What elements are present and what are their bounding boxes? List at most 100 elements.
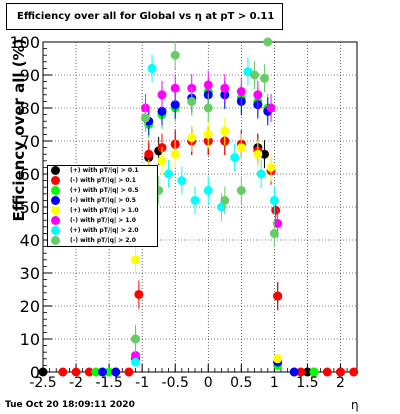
- data-point: [144, 149, 154, 159]
- data-point: [335, 367, 345, 377]
- legend-marker: [51, 166, 60, 175]
- y-axis-label: Efficiency over all (%): [10, 38, 28, 222]
- x-tick-label: 1.5: [296, 375, 318, 391]
- y-tick-label: 50: [20, 198, 40, 217]
- data-point: [187, 96, 197, 106]
- data-point: [253, 90, 263, 100]
- data-point: [71, 367, 81, 377]
- x-tick-label: -1: [135, 375, 149, 391]
- legend-label: (-) with pT/|q| > 0.1: [70, 177, 136, 184]
- data-point: [203, 186, 213, 195]
- data-point: [177, 176, 187, 186]
- data-point: [203, 80, 213, 90]
- data-point: [309, 367, 319, 377]
- data-point: [190, 195, 200, 205]
- data-point: [157, 106, 167, 116]
- legend-item: (-) with pT/|q| > 0.1: [48, 176, 158, 186]
- data-point: [256, 169, 266, 179]
- data-point: [124, 367, 134, 377]
- timestamp: Tue Oct 20 18:09:11 2020: [5, 400, 135, 410]
- x-tick-label: 0.5: [230, 375, 252, 391]
- legend-item: (-) with pT/|q| > 1.0: [48, 216, 158, 226]
- data-point: [259, 73, 269, 83]
- x-tick-label: 1: [270, 375, 279, 391]
- y-tick-label: 40: [20, 231, 40, 250]
- x-tick-label: -2.5: [29, 375, 56, 391]
- x-tick-label: -0.5: [162, 375, 189, 391]
- data-point: [104, 367, 114, 377]
- data-point: [271, 205, 281, 215]
- legend-label: (+) with pT/|q| > 1.0: [70, 207, 139, 214]
- legend-item: (+) with pT/|q| > 2.0: [48, 226, 158, 236]
- data-point: [220, 195, 230, 205]
- legend-marker: [51, 206, 60, 215]
- data-point: [131, 357, 141, 367]
- y-tick-label: 100: [9, 33, 40, 52]
- legend-label: (-) with pT/|q| > 1.0: [70, 217, 136, 224]
- legend-label: (+) with pT/|q| > 0.5: [70, 187, 139, 194]
- y-tick-label: 90: [20, 66, 40, 85]
- data-point: [273, 291, 283, 301]
- data-point: [134, 289, 144, 299]
- data-point: [236, 186, 246, 195]
- legend: (+) with pT/|q| > 0.1 (-) with pT/|q| > …: [47, 165, 158, 247]
- x-tick-label: -2: [69, 375, 83, 391]
- data-point: [97, 367, 107, 377]
- legend-item: (+) with pT/|q| > 1.0: [48, 206, 158, 216]
- grid-lines: [43, 42, 357, 372]
- legend-marker: [51, 186, 60, 195]
- data-point: [230, 153, 240, 162]
- data-point: [289, 367, 299, 377]
- data-point: [170, 149, 180, 159]
- data-point: [273, 354, 283, 364]
- legend-marker: [51, 236, 60, 245]
- x-axis-label: η: [351, 398, 359, 412]
- legend-item: (-) with pT/|q| > 0.5: [48, 196, 158, 206]
- data-point: [164, 169, 174, 179]
- data-point: [273, 219, 283, 228]
- data-point: [131, 334, 141, 344]
- y-tick-label: 10: [20, 330, 40, 349]
- data-point: [220, 126, 230, 136]
- legend-marker: [51, 196, 60, 205]
- legend-label: (-) with pT/|q| > 0.5: [70, 197, 136, 204]
- legend-item: (+) with pT/|q| > 0.5: [48, 186, 158, 196]
- legend-label: (+) with pT/|q| > 0.1: [70, 167, 139, 174]
- data-point: [58, 367, 68, 377]
- data-point: [263, 37, 273, 47]
- y-tick-label: 70: [20, 132, 40, 151]
- data-point: [203, 103, 213, 113]
- data-point: [170, 83, 180, 93]
- data-point: [140, 113, 150, 123]
- legend-marker: [51, 216, 60, 225]
- data-point: [266, 162, 276, 172]
- data-point: [157, 156, 167, 166]
- data-point: [147, 63, 157, 73]
- data-point: [253, 149, 263, 159]
- title-box: Efficiency over all for Global vs η at p…: [6, 3, 283, 30]
- data-point: [170, 100, 180, 110]
- data-point: [296, 367, 306, 377]
- data-point: [111, 367, 121, 377]
- data-point: [187, 133, 197, 143]
- chart-title: Efficiency over all for Global vs η at p…: [17, 11, 275, 22]
- x-tick-label: 0: [204, 375, 213, 391]
- data-point: [220, 83, 230, 93]
- data-point: [91, 367, 101, 377]
- data-point: [302, 367, 312, 377]
- data-point: [131, 255, 141, 265]
- data-points: [38, 37, 359, 377]
- data-point: [170, 50, 180, 60]
- legend-item: (+) with pT/|q| > 0.1: [48, 166, 158, 176]
- data-point: [157, 90, 167, 100]
- data-point: [349, 367, 359, 377]
- x-tick-label: -1.5: [95, 375, 122, 391]
- data-point: [269, 228, 279, 238]
- tick-labels: -2.5 -2 -1.5 -1 -0.5 0 0.5 1 1.5 2010203040506070…: [9, 33, 344, 391]
- legend-item: (-) with pT/|q| > 2.0: [48, 236, 158, 246]
- data-point: [236, 143, 246, 153]
- data-point: [322, 367, 332, 377]
- y-tick-label: 60: [20, 165, 40, 184]
- legend-label: (+) with pT/|q| > 2.0: [70, 227, 139, 234]
